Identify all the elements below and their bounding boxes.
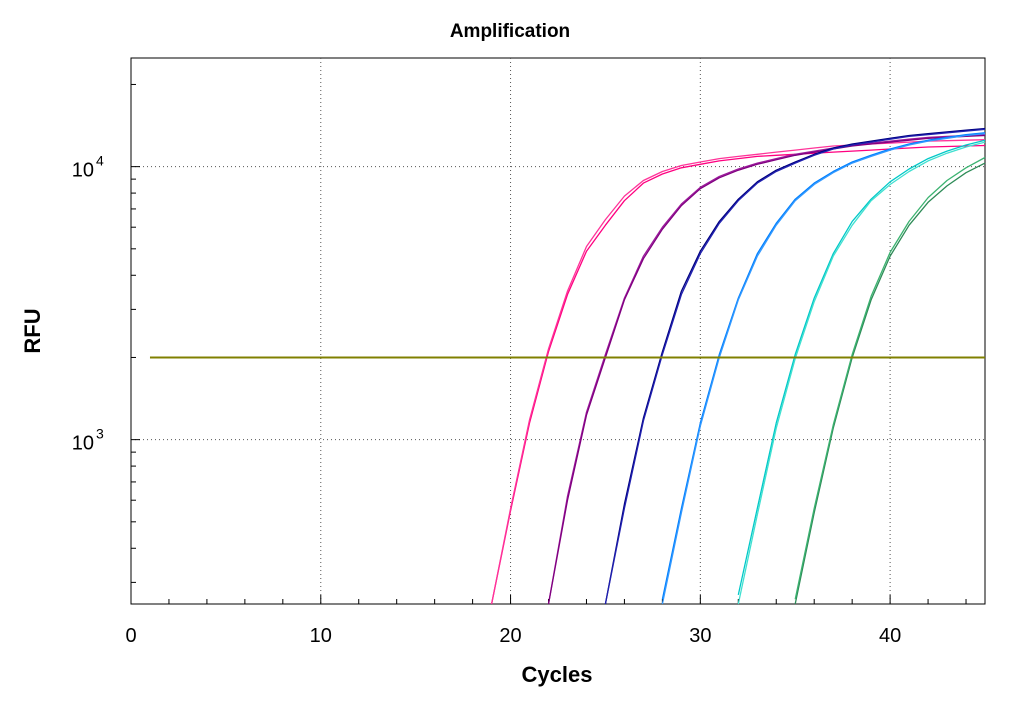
y-tick-label: 10 xyxy=(72,160,94,182)
y-tick-label: 10 xyxy=(72,433,94,455)
series-line-9 xyxy=(737,139,986,596)
y-tick-exponent: 4 xyxy=(96,153,104,169)
series-layer xyxy=(490,127,986,605)
series-line-6 xyxy=(604,128,986,605)
series-line-8 xyxy=(661,133,986,605)
series-line-11 xyxy=(794,162,986,605)
series-line-3 xyxy=(547,133,986,605)
y-tick-exponent: 3 xyxy=(96,426,104,442)
series-line-7 xyxy=(661,132,986,600)
series-line-12 xyxy=(794,156,986,600)
y-axis-title: RFU xyxy=(20,308,45,353)
x-tick-label: 0 xyxy=(125,625,136,647)
x-tick-labels: 0 10 20 30 40 xyxy=(125,625,901,647)
chart-title: Amplification xyxy=(450,21,570,42)
series-line-1 xyxy=(490,144,986,605)
x-tick-label: 20 xyxy=(499,625,521,647)
x-tick-label: 30 xyxy=(689,625,711,647)
x-axis-title: Cycles xyxy=(522,662,593,687)
series-line-4 xyxy=(547,134,986,605)
series-line-2 xyxy=(490,139,986,605)
axis-ticks xyxy=(130,83,967,604)
series-line-10 xyxy=(737,141,986,605)
x-tick-label: 40 xyxy=(879,625,901,647)
grid-lines xyxy=(131,58,985,604)
x-tick-label: 10 xyxy=(310,625,332,647)
plot-frame xyxy=(130,57,986,605)
series-line-5 xyxy=(604,127,986,605)
